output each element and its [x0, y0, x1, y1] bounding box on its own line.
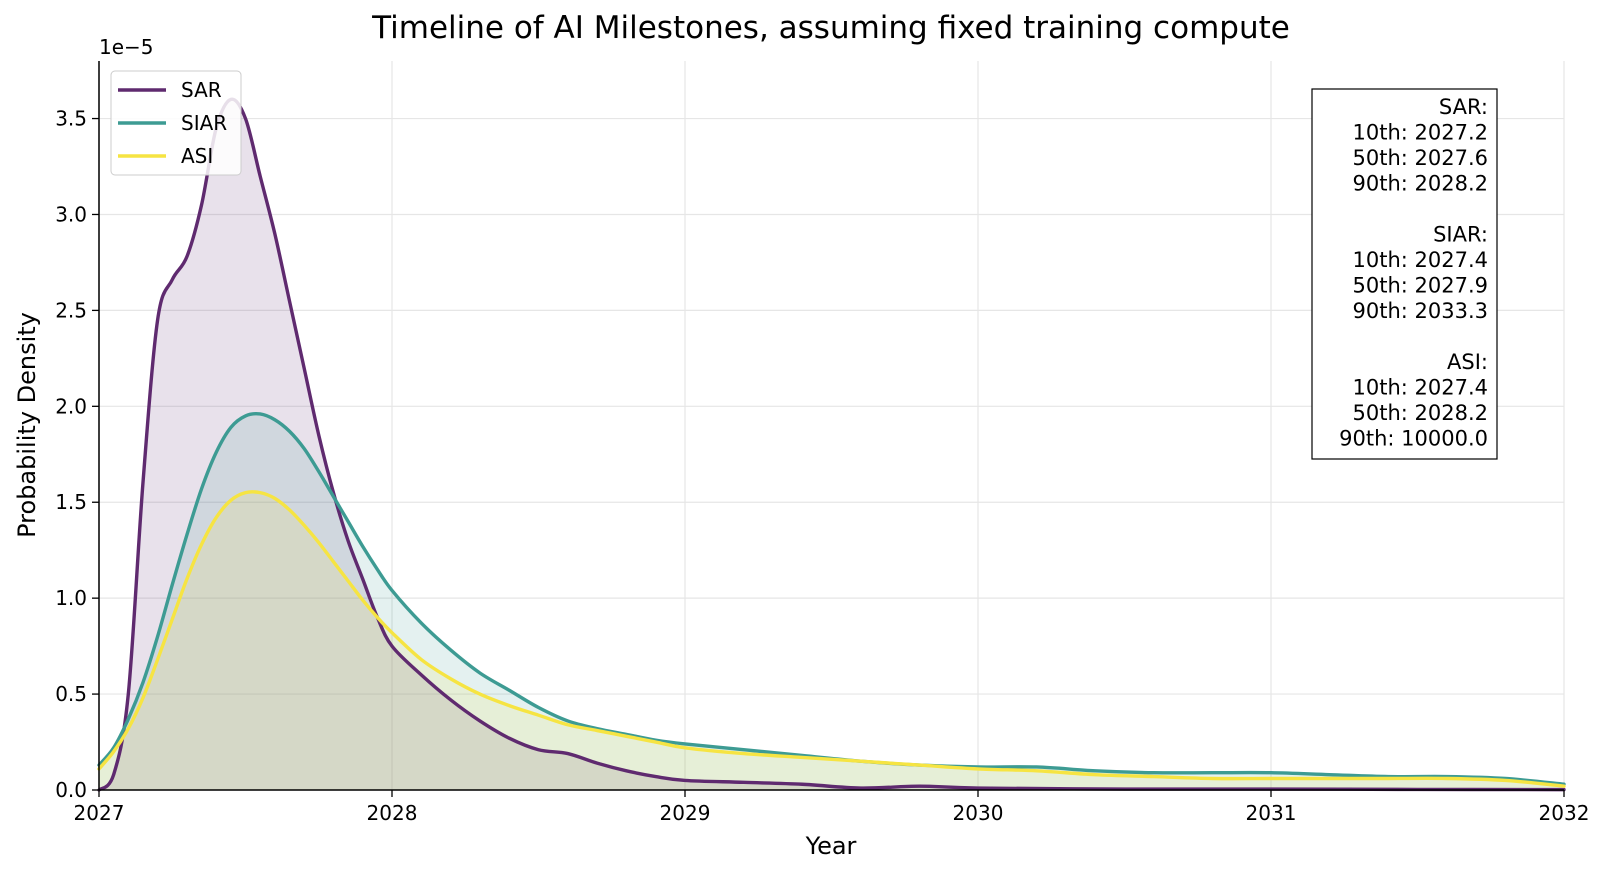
series-fill-asi: [99, 491, 1564, 790]
legend-label-asi: ASI: [181, 144, 213, 168]
series-line-asi: [97, 490, 1566, 788]
y-tick-label: 0.0: [55, 778, 87, 802]
series-fill-sar: [99, 99, 1564, 790]
stats-line: 90th: 2028.2: [1353, 172, 1489, 196]
x-tick-label: 2032: [1539, 801, 1590, 825]
y-tick-label: 3.0: [55, 202, 87, 226]
stats-line: ASI:: [1447, 350, 1488, 374]
legend-label-sar: SAR: [181, 78, 222, 102]
y-tick-label: 1.0: [55, 586, 87, 610]
stats-line: SIAR:: [1433, 223, 1488, 247]
y-tick-label: 2.5: [55, 298, 87, 322]
line-layer: [97, 97, 1566, 792]
legend: SAR SIAR ASI: [110, 70, 242, 176]
x-tick-label: 2028: [367, 801, 418, 825]
series-line-sar: [97, 97, 1566, 792]
axes-layer: [98, 61, 1564, 791]
y-tick-label: 1.5: [55, 490, 87, 514]
y-tick-label: 0.5: [55, 682, 87, 706]
series-fill-siar: [99, 413, 1564, 790]
x-axis-label: Year: [805, 832, 857, 860]
x-tick-label: 2030: [953, 801, 1004, 825]
x-tick-label: 2031: [1246, 801, 1297, 825]
stats-line: 50th: 2027.6: [1353, 146, 1489, 170]
stats-box-frame: [1311, 88, 1498, 460]
y-multiplier-label: 1e−5: [99, 35, 154, 59]
legend-items: SAR SIAR ASI: [118, 78, 227, 168]
x-tick-layer: 2027 2028 2029 2030 2031 2032: [74, 790, 1590, 825]
y-tick-layer: 0.0 0.5 1.0 1.5 2.0 2.5 3.0 3.5: [55, 107, 99, 802]
x-tick-label: 2029: [660, 801, 711, 825]
stats-line: 50th: 2027.9: [1353, 274, 1489, 298]
fill-layer: [99, 99, 1564, 790]
legend-label-siar: SIAR: [181, 111, 227, 135]
stats-line: 10th: 2027.4: [1353, 376, 1489, 400]
y-axis-label: Probability Density: [13, 312, 41, 538]
y-tick-label: 2.0: [55, 394, 87, 418]
chart-title: Timeline of AI Milestones, assuming fixe…: [371, 10, 1290, 46]
stats-line: 10th: 2027.4: [1353, 248, 1489, 272]
stats-line: 90th: 10000.0: [1339, 427, 1488, 451]
x-tick-label: 2027: [74, 801, 125, 825]
stats-line: 10th: 2027.2: [1353, 121, 1489, 145]
y-tick-label: 3.5: [55, 107, 87, 131]
stats-line: SAR:: [1439, 95, 1488, 119]
series-line-siar: [97, 412, 1566, 786]
legend-frame: [110, 70, 242, 176]
stats-line: 50th: 2028.2: [1353, 401, 1489, 425]
stats-line: 90th: 2033.3: [1353, 299, 1489, 323]
